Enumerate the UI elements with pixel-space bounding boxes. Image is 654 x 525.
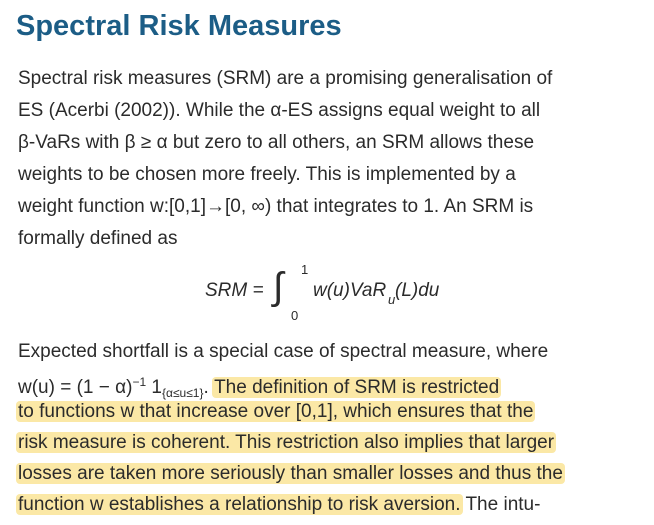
text-run: 1 [146,377,163,398]
highlighted-text: to functions w that increase over [0,1],… [16,401,536,422]
text-line: w(u) = (1 − α)−1 1{α≤u≤1}. The definitio… [18,369,502,406]
text-run: w(u) = (1 − α) [18,377,133,398]
text-line: weight function w:[0,1]→[0, ∞) that inte… [18,196,534,217]
highlighted-text: risk measure is coherent. This restricti… [16,432,557,453]
highlighted-text: The definition of SRM is restricted [212,377,502,398]
upper-limit: 1 [301,262,309,277]
title: Spectral Risk Measures [16,10,342,42]
formula-lhs: SRM = [205,280,264,301]
integrand-tail: (L)du [395,280,440,301]
text-line: formally defined as [18,228,178,249]
integral-sign: ∫ [273,266,284,308]
text-line: Expected shortfall is a special case of … [18,339,548,365]
text-line: to functions w that increase over [0,1],… [16,399,536,425]
integrand-subscript: u [388,292,396,307]
text-run: −1 [132,375,147,389]
text-line: β-VaRs with β ≥ α but zero to all others… [18,132,535,153]
text-line: risk measure is coherent. This restricti… [16,430,557,456]
text-run: The intu- [460,494,541,515]
text-run: {α≤u≤1} [162,386,204,400]
text-line: ES (Acerbi (2002)). While the α-ES assig… [18,100,541,121]
lower-limit: 0 [291,308,299,323]
text-run: Expected shortfall is a special case of … [18,341,549,362]
text-line: losses are taken more seriously than sma… [16,461,565,487]
text-line: weights to be chosen more freely. This i… [18,164,516,185]
highlighted-text: function w establishes a relationship to… [16,494,463,515]
text-line: function w establishes a relationship to… [16,492,541,518]
integrand: w(u)VaR [313,280,387,301]
highlighted-text: losses are taken more seriously than sma… [16,463,565,484]
text-run: . [203,377,215,398]
text-line: Spectral risk measures (SRM) are a promi… [18,68,553,89]
formula: SRM = ∫ 1 0 w(u)VaR u (L)du [205,262,485,323]
